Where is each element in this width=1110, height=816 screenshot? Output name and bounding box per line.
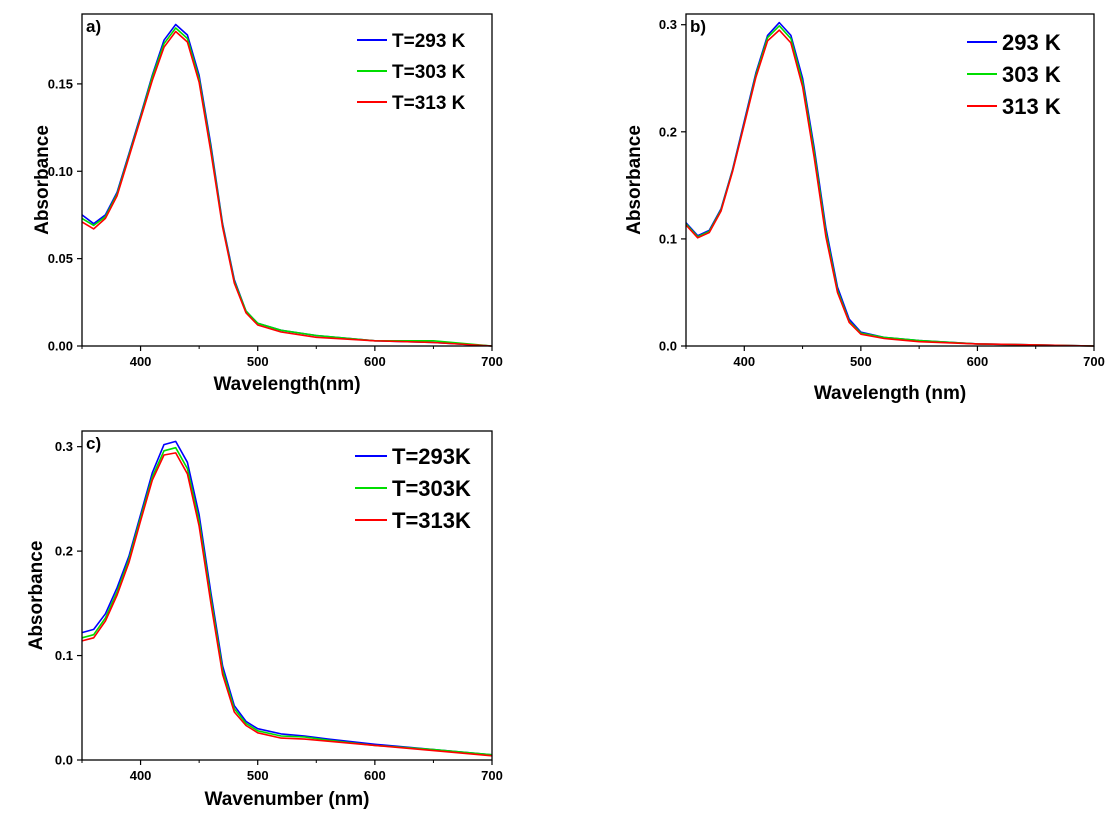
y-axis-title: Absorbance	[624, 125, 645, 235]
legend-label-1: T=293 K	[392, 31, 466, 52]
panel-label: b)	[690, 17, 706, 36]
y-tick-label: 0.2	[659, 124, 677, 139]
panel-label: c)	[86, 434, 101, 453]
chart-panel-b: 400 500 600 700 0.0 0.1 0.2 0.3 Wavelength (nm) A…	[624, 13, 1105, 404]
y-tick-label: 0.3	[55, 439, 73, 454]
chart-panel-c: 400 500 600 700 0.0 0.1 0.2 0.3 Wavenumber (nm) A…	[26, 430, 503, 810]
x-tick-label: 600	[364, 354, 386, 369]
legend-label-3: T=313 K	[392, 93, 466, 114]
legend-label-1: T=293K	[392, 444, 471, 469]
plot-frame	[685, 13, 1095, 347]
y-tick-label: 0.0	[659, 339, 677, 354]
x-tick-label: 600	[364, 768, 386, 783]
legend: 293 K 303 K 313 K	[967, 30, 1061, 119]
x-tick-label: 400	[130, 354, 152, 369]
x-tick-label: 500	[247, 768, 269, 783]
y-axis-title: Absorbance	[32, 125, 53, 235]
legend-label-2: T=303K	[392, 476, 471, 501]
legend-label-3: T=313K	[392, 508, 471, 533]
legend-label-2: T=303 K	[392, 62, 466, 83]
y-tick-label: 0.3	[659, 17, 677, 32]
y-axis-title: Absorbance	[26, 541, 47, 651]
legend-label-2: 303 K	[1002, 62, 1061, 87]
legend: T=293K T=303K T=313K	[355, 444, 471, 533]
x-tick-label: 500	[247, 354, 269, 369]
series-line-3	[81, 30, 493, 347]
y-tick-label: 0.05	[48, 251, 73, 266]
plot-frame	[81, 430, 493, 761]
x-axis-title: Wavelength (nm)	[814, 383, 966, 404]
panel-label: a)	[86, 17, 101, 36]
x-tick-label: 700	[1083, 354, 1105, 369]
x-tick-label: 400	[130, 768, 152, 783]
series-line-3	[81, 452, 493, 757]
x-axis-title: Wavenumber (nm)	[204, 789, 369, 810]
x-tick-label: 600	[967, 354, 989, 369]
y-tick-label: 0.1	[659, 231, 677, 246]
legend: T=293 K T=303 K T=313 K	[357, 31, 466, 114]
x-tick-label: 400	[733, 354, 755, 369]
y-tick-label: 0.00	[48, 339, 73, 354]
x-axis-title: Wavelength(nm)	[213, 374, 360, 395]
y-tick-label: 0.10	[48, 164, 73, 179]
legend-label-3: 313 K	[1002, 94, 1061, 119]
x-tick-label: 500	[850, 354, 872, 369]
y-tick-label: 0.15	[48, 76, 73, 91]
legend-label-1: 293 K	[1002, 30, 1061, 55]
chart-panel-a: 400 500 600 700 0.00 0.05 0.10 0.15 Wavelength(n…	[32, 13, 503, 395]
x-tick-label: 700	[481, 768, 503, 783]
y-tick-label: 0.2	[55, 544, 73, 559]
series-line-3	[685, 29, 1095, 347]
series-line-1	[81, 440, 493, 756]
y-tick-label: 0.0	[55, 753, 73, 768]
y-tick-label: 0.1	[55, 648, 73, 663]
x-tick-label: 700	[481, 354, 503, 369]
plot-frame	[81, 13, 493, 347]
